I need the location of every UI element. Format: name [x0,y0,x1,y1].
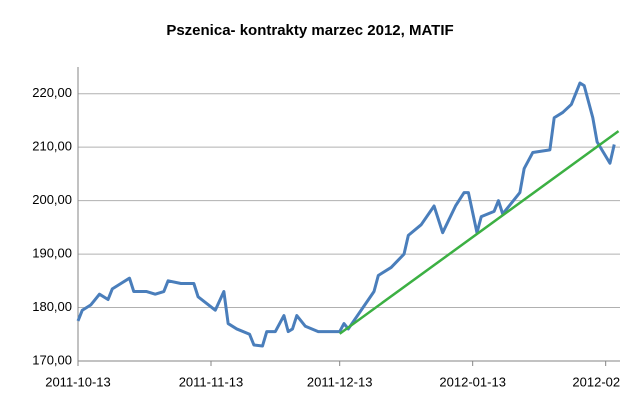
y-tick-label: 180,00 [32,299,72,314]
x-tick-label: 2011-11-13 [179,374,244,389]
y-tick-label: 220,00 [32,85,72,100]
chart-title: Pszenica- kontrakty marzec 2012, MATIF [166,22,453,39]
data-line [76,81,616,348]
y-tick-label: 210,00 [32,139,72,154]
x-tick-label: 2011-10-13 [45,374,111,389]
y-tick-label: 200,00 [32,192,72,207]
x-tick-label: 2012-02-13 [572,374,620,389]
y-tick-label: 190,00 [32,246,72,261]
x-tick-label: 2012-01-13 [439,374,506,389]
x-tick-label: 2011-12-13 [307,374,373,389]
y-tick-label: 170,00 [32,352,72,367]
data-line [338,130,620,335]
